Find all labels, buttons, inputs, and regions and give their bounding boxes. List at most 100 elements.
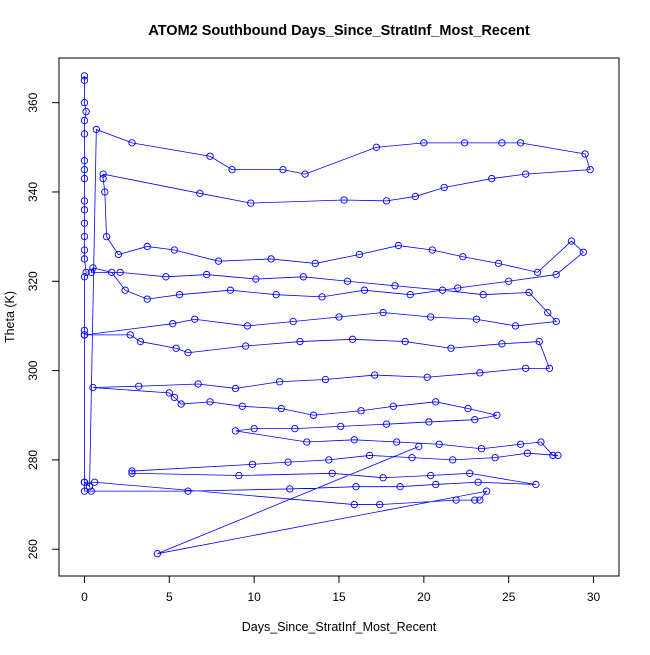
data-point [102,232,111,241]
data-point [579,248,588,256]
data-point [128,139,136,147]
data-point [493,411,501,419]
data-point [80,273,89,281]
data-layer [80,72,594,558]
data-point [284,458,292,466]
data-point [101,188,109,196]
data-point [303,438,311,446]
data-point [175,291,184,299]
data-point [472,315,481,323]
data-point [121,286,129,294]
data-point [452,496,460,504]
data-point [277,404,285,413]
data-point [552,270,560,279]
data-point [170,246,179,254]
data-point [488,174,496,183]
data-point [545,364,554,372]
y-axis-label: Theta (K) [3,291,17,343]
data-point [80,197,89,205]
data-point [432,398,440,406]
data-point [382,420,391,428]
data-point [379,308,387,317]
data-point [337,422,345,431]
data-point [143,242,151,251]
data-point [90,478,99,486]
y-tick-label: 340 [26,182,40,202]
data-point [80,174,89,183]
data-point [135,382,143,390]
data-point [396,483,404,491]
data-point [357,407,365,415]
data-point [340,196,348,204]
data-point [89,264,97,272]
y-tick-label: 280 [26,450,40,470]
data-point [440,183,448,192]
data-point [80,478,89,486]
data-point [382,197,391,205]
data-point [477,445,486,453]
x-tick-label: 0 [81,590,88,604]
data-point [275,378,284,386]
data-point [128,469,136,477]
series-line [84,75,591,555]
data-point [80,219,89,227]
data-point [82,107,90,116]
x-axis: 0 5 10 15 20 25 30 [81,575,601,604]
data-point [549,451,557,460]
data-point [355,250,364,259]
data-point [99,170,107,178]
data-point [394,241,403,250]
data-point [252,275,260,283]
x-tick-label: 20 [417,590,431,604]
data-point [85,483,94,491]
data-point [325,456,333,464]
data-point [376,500,384,509]
data-point [372,143,380,151]
data-point [80,246,89,254]
data-point [87,268,95,276]
data-point [177,400,185,408]
data-point [206,152,214,160]
data-point [99,174,107,183]
data-point [426,313,435,321]
data-point [532,480,540,489]
data-point [516,440,525,448]
data-point [214,257,223,265]
data-point [247,199,255,207]
data-point [476,369,484,377]
data-point [393,438,401,446]
data-point [379,474,387,482]
data-point [80,72,89,80]
data-point [435,440,443,448]
data-point [80,232,89,241]
data-point [196,189,204,197]
data-point [476,496,484,504]
data-point [80,130,89,138]
x-tick-label: 30 [587,590,601,604]
data-point [447,344,455,352]
data-point [126,331,134,339]
data-point [169,320,177,328]
data-point [80,255,89,263]
chart-title: ATOM2 Southbound Days_Since_StratInf_Mos… [148,23,530,39]
data-point [235,471,243,480]
data-point [401,337,409,346]
data-point [250,424,258,433]
x-axis-label: Days_Since_StratInf_Most_Recent [242,620,437,634]
data-point [408,454,416,462]
data-point [80,76,89,84]
data-point [162,273,170,281]
data-point [92,125,100,134]
data-point [533,268,542,276]
data-point [428,246,436,254]
data-point [494,259,503,268]
data-point [267,255,275,263]
data-point [318,293,326,301]
data-point [425,418,433,426]
data-point [389,402,397,410]
data-point [296,337,304,346]
data-point [464,404,472,413]
data-point [438,286,447,294]
data-point [194,380,202,388]
